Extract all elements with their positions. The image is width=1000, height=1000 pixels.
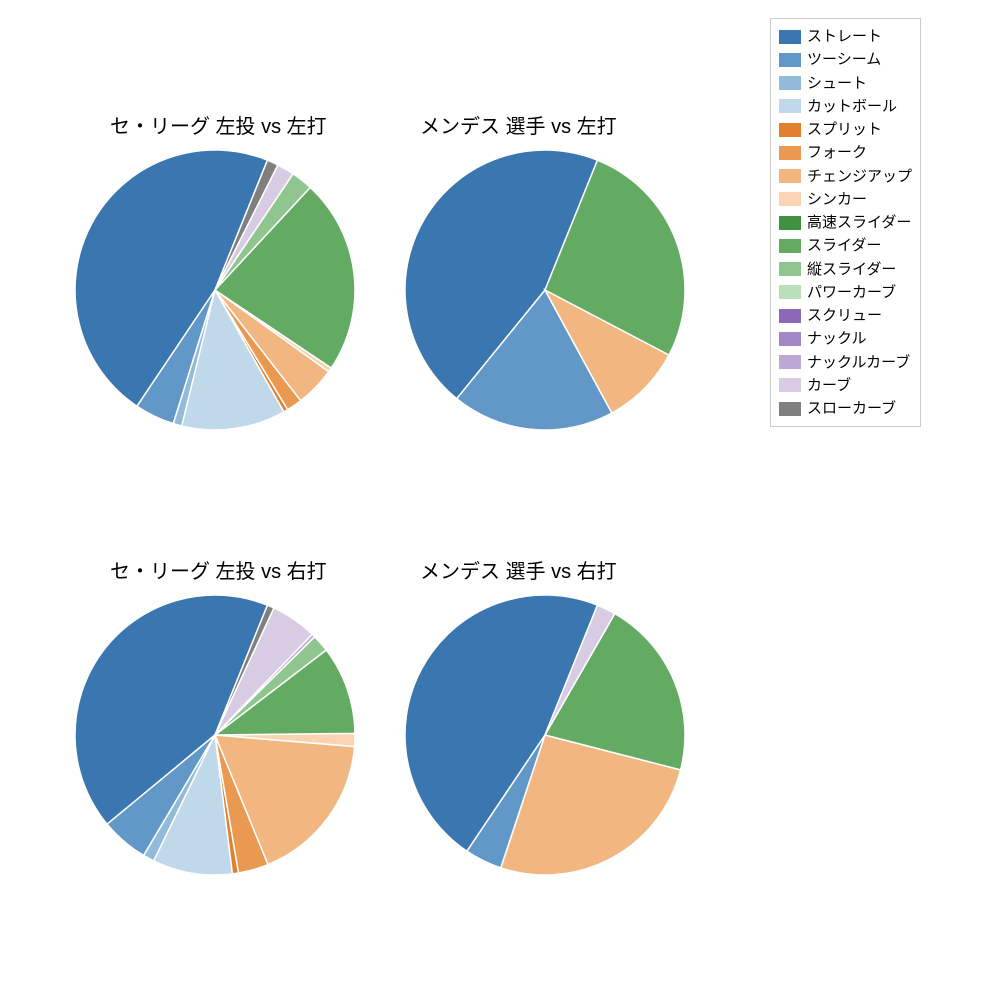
legend-item: ツーシーム xyxy=(779,48,912,71)
chart-title: メンデス 選手 vs 右打 xyxy=(420,555,617,584)
legend-label: スプリット xyxy=(807,118,882,141)
legend-item: フォーク xyxy=(779,141,912,164)
legend-swatch xyxy=(779,192,801,206)
legend-item: シンカー xyxy=(779,188,912,211)
legend-swatch xyxy=(779,53,801,67)
legend-item: カットボール xyxy=(779,95,912,118)
legend-label: 縦スライダー xyxy=(807,258,896,281)
legend-swatch xyxy=(779,402,801,416)
pie-chart xyxy=(403,148,687,432)
legend-label: パワーカーブ xyxy=(807,281,896,304)
figure: セ・リーグ 左投 vs 左打46.712.022.5メンデス 選手 vs 左打4… xyxy=(0,0,1000,1000)
legend-swatch xyxy=(779,378,801,392)
legend-item: パワーカーブ xyxy=(779,281,912,304)
legend-item: 高速スライダー xyxy=(779,211,912,234)
legend-swatch xyxy=(779,146,801,160)
legend-item: ストレート xyxy=(779,25,912,48)
legend-swatch xyxy=(779,30,801,44)
legend-item: スローカーブ xyxy=(779,397,912,420)
legend-label: スローカーブ xyxy=(807,397,896,420)
chart-title: メンデス 選手 vs 左打 xyxy=(420,110,617,139)
legend-item: カーブ xyxy=(779,374,912,397)
pie-chart xyxy=(73,148,357,432)
legend-swatch xyxy=(779,332,801,346)
chart-title: セ・リーグ 左投 vs 左打 xyxy=(110,110,327,139)
legend-label: シンカー xyxy=(807,188,867,211)
legend-item: シュート xyxy=(779,72,912,95)
legend: ストレートツーシームシュートカットボールスプリットフォークチェンジアップシンカー… xyxy=(770,18,921,427)
legend-item: ナックル xyxy=(779,327,912,350)
legend-label: スクリュー xyxy=(807,304,882,327)
legend-swatch xyxy=(779,262,801,276)
legend-swatch xyxy=(779,239,801,253)
legend-label: ナックルカーブ xyxy=(807,351,910,374)
legend-item: ナックルカーブ xyxy=(779,351,912,374)
legend-label: カットボール xyxy=(807,95,897,118)
legend-label: ナックル xyxy=(807,327,867,350)
legend-item: 縦スライダー xyxy=(779,258,912,281)
legend-item: スプリット xyxy=(779,118,912,141)
legend-swatch xyxy=(779,123,801,137)
legend-swatch xyxy=(779,309,801,323)
legend-swatch xyxy=(779,99,801,113)
legend-swatch xyxy=(779,216,801,230)
legend-item: スクリュー xyxy=(779,304,912,327)
chart-title: セ・リーグ 左投 vs 右打 xyxy=(110,555,327,584)
legend-label: フォーク xyxy=(807,141,867,164)
legend-label: シュート xyxy=(807,72,867,95)
pie-chart xyxy=(73,593,357,877)
legend-item: スライダー xyxy=(779,234,912,257)
pie-chart xyxy=(403,593,687,877)
legend-swatch xyxy=(779,285,801,299)
legend-label: ストレート xyxy=(807,25,882,48)
legend-swatch xyxy=(779,169,801,183)
legend-swatch xyxy=(779,355,801,369)
legend-label: スライダー xyxy=(807,234,881,257)
legend-swatch xyxy=(779,76,801,90)
legend-item: チェンジアップ xyxy=(779,165,912,188)
legend-label: ツーシーム xyxy=(807,48,881,71)
legend-label: 高速スライダー xyxy=(807,211,911,234)
legend-label: カーブ xyxy=(807,374,851,397)
legend-label: チェンジアップ xyxy=(807,165,912,188)
